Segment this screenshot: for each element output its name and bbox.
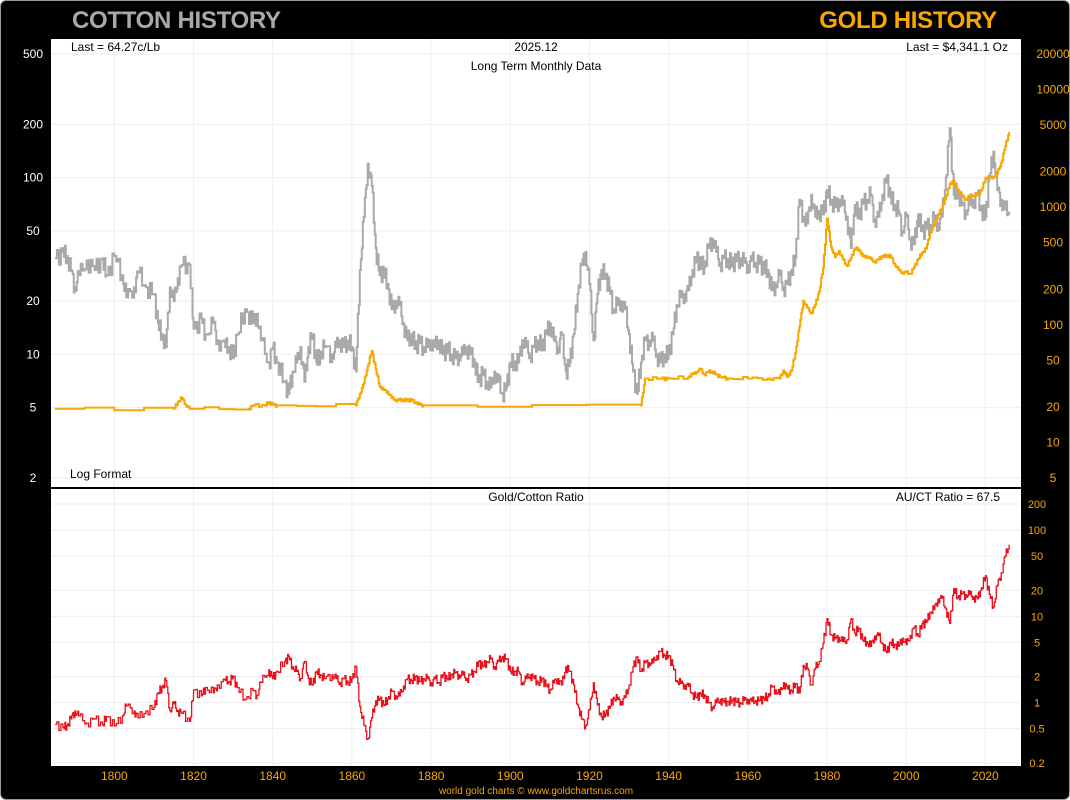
log-format-label: Log Format (70, 467, 132, 481)
ratio-tick-label: 100 (1028, 525, 1046, 537)
year-tick-label: 1960 (734, 769, 761, 783)
gold-history-title: GOLD HISTORY (819, 7, 997, 34)
year-axis: 1800 1820 1840 1860 1880 1900 1920 1940 1960 1980… (101, 769, 999, 783)
gold-series-line (55, 132, 1011, 412)
ratio-tick-label: 20 (1031, 585, 1043, 597)
year-tick-label: 1820 (180, 769, 207, 783)
gold-tick-label: 200 (1043, 282, 1063, 296)
gold-tick-label: 20000 (1036, 47, 1069, 61)
ratio-last-label: AU/CT Ratio = 67.5 (896, 490, 1000, 504)
ratio-tick-label: 10 (1031, 611, 1043, 623)
gold-tick-label: 20 (1046, 400, 1060, 414)
last-cotton-label: Last = 64.27c/Lb (71, 40, 160, 54)
ratio-axis: 200 100 50 20 10 5 2 1 0.5 0.2 (1028, 499, 1046, 770)
cotton-tick-label: 2 (30, 471, 37, 485)
cotton-axis: 500 200 100 50 20 10 5 2 (23, 47, 43, 485)
cotton-tick-label: 20 (26, 294, 40, 308)
price-gridlines (51, 39, 1021, 487)
gold-tick-label: 2000 (1040, 165, 1067, 179)
gold-tick-label: 10000 (1036, 82, 1069, 96)
year-tick-label: 1860 (339, 769, 366, 783)
price-plot-area (51, 39, 1021, 487)
gold-tick-label: 100 (1043, 318, 1063, 332)
ratio-series-line (55, 544, 1010, 741)
cotton-tick-label: 10 (26, 347, 40, 361)
footer-credit: world gold charts © www.goldchartsrus.co… (438, 786, 634, 797)
cotton-tick-label: 50 (26, 224, 40, 238)
year-tick-label: 1840 (259, 769, 286, 783)
year-tick-label: 1920 (576, 769, 603, 783)
cotton-series-line (55, 127, 1011, 403)
year-tick-label: 1800 (101, 769, 128, 783)
gold-tick-label: 5 (1050, 471, 1057, 485)
gold-tick-label: 10 (1046, 436, 1060, 450)
year-tick-label: 2000 (893, 769, 920, 783)
ratio-title: Gold/Cotton Ratio (488, 490, 584, 504)
ratio-tick-label: 1 (1034, 698, 1040, 710)
year-tick-label: 2020 (972, 769, 999, 783)
ratio-tick-label: 200 (1028, 499, 1046, 511)
gold-tick-label: 500 (1043, 236, 1063, 250)
cotton-history-title: COTTON HISTORY (72, 7, 281, 34)
ratio-tick-label: 2 (1034, 672, 1040, 684)
chart-subtitle: Long Term Monthly Data (471, 59, 602, 73)
year-tick-label: 1980 (814, 769, 841, 783)
cotton-tick-label: 200 (23, 117, 43, 131)
cotton-tick-label: 500 (23, 47, 43, 61)
date-label: 2025.12 (514, 40, 558, 54)
ratio-tick-label: 0.2 (1029, 758, 1044, 770)
ratio-plot-area (51, 489, 1021, 766)
ratio-tick-label: 5 (1034, 637, 1040, 649)
cotton-tick-label: 5 (30, 401, 37, 415)
year-tick-label: 1900 (497, 769, 524, 783)
ratio-tick-label: 50 (1031, 551, 1043, 563)
year-tick-label: 1940 (655, 769, 682, 783)
gold-tick-label: 1000 (1040, 200, 1067, 214)
gold-tick-label: 5000 (1040, 118, 1067, 132)
last-gold-label: Last = $4,341.1 Oz (906, 40, 1008, 54)
gold-tick-label: 50 (1046, 353, 1060, 367)
gold-axis: 20000 10000 5000 2000 1000 500 200 100 50 20 10 5 (1036, 47, 1069, 485)
price-panel: 500 200 100 50 20 10 5 2 20000 10000 5000 2000 1000… (23, 39, 1069, 487)
cotton-tick-label: 100 (23, 171, 43, 185)
year-tick-label: 1880 (418, 769, 445, 783)
ratio-tick-label: 0.5 (1029, 724, 1044, 736)
